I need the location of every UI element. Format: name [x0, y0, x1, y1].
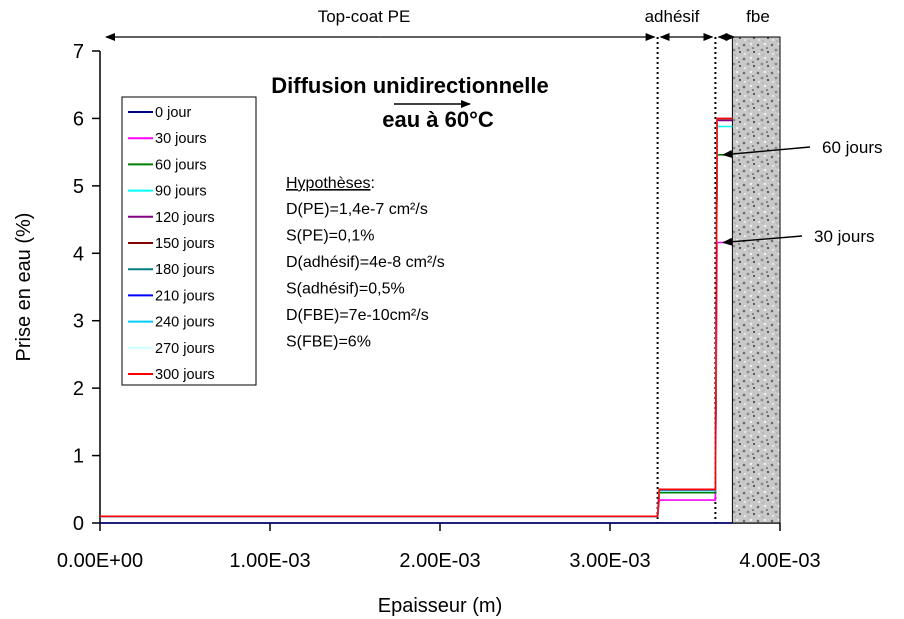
legend-label: 90 jours: [155, 184, 207, 200]
legend-label: 120 jours: [155, 210, 215, 226]
fbe-layer-group: [731, 36, 781, 524]
legend-label: 270 jours: [155, 341, 215, 357]
chart-title-line-1: Diffusion unidirectionnelle: [271, 73, 548, 98]
annotation-arrow: [722, 146, 811, 159]
y-tick-label: 3: [73, 311, 84, 333]
hypotheses-title-text: Hypothèses: [286, 175, 371, 192]
hypotheses-title-colon: :: [371, 175, 375, 192]
x-tick-label: 0.00E+00: [57, 550, 143, 572]
legend-label: 240 jours: [155, 315, 215, 331]
legend-label: 300 jours: [155, 367, 215, 383]
legend-label: 30 jours: [155, 131, 207, 147]
y-tick-label: 1: [73, 446, 84, 468]
y-tick-label: 7: [73, 41, 84, 63]
legend-items: 0 jour 30 jours 60 jours 90 jours 120 jours 1…: [128, 105, 215, 383]
hypothesis-line: S(FBE)=6%: [286, 334, 371, 351]
hypothesis-line: D(adhésif)=4e-8 cm²/s: [286, 254, 445, 271]
region-label: Top-coat PE: [318, 7, 411, 26]
x-tick-label: 4.00E-03: [739, 550, 820, 572]
x-tick-label: 2.00E-03: [399, 550, 480, 572]
y-tick-label: 4: [73, 243, 84, 265]
annotation-label: 30 jours: [814, 227, 874, 246]
annotations-group: 60 jours 30 jours: [722, 138, 882, 246]
legend-label: 60 jours: [155, 157, 207, 173]
legend-label: 180 jours: [155, 262, 215, 278]
fbe-block: [731, 36, 781, 524]
y-tick-label: 2: [73, 378, 84, 400]
chart-title-line-2: eau à 60°C: [382, 107, 494, 132]
x-tick-label: 1.00E-03: [229, 550, 310, 572]
x-tick-label: 3.00E-03: [569, 550, 650, 572]
hypotheses-block: Hypothèses: D(PE)=1,4e-7 cm²/s S(PE)=0,1%…: [286, 175, 445, 351]
axis-ticks-group: 0 1 2 3 4 5 6 7 0.00E+00 1.00E-03 2.00E-03 3.00E-03…: [57, 41, 821, 572]
region-label: fbe: [746, 7, 770, 26]
hypotheses-title: Hypothèses:: [286, 175, 375, 192]
annotation-arrow: [722, 235, 803, 246]
hypothesis-line: S(PE)=0,1%: [286, 228, 374, 245]
annotation-label: 60 jours: [822, 138, 882, 157]
x-axis-label: Epaisseur (m): [378, 595, 502, 617]
hypotheses-lines: D(PE)=1,4e-7 cm²/s S(PE)=0,1% D(adhésif)=4…: [286, 201, 445, 351]
legend-label: 0 jour: [155, 105, 191, 121]
y-tick-label: 0: [73, 513, 84, 535]
series-line: [100, 117, 733, 518]
y-axis-label: Prise en eau (%): [13, 213, 35, 362]
region-label: adhésif: [645, 7, 700, 26]
hypothesis-line: S(adhésif)=0,5%: [286, 281, 405, 298]
legend-label: 210 jours: [155, 288, 215, 304]
y-tick-label: 6: [73, 108, 84, 130]
legend: 0 jour 30 jours 60 jours 90 jours 120 jours 1…: [121, 96, 257, 386]
y-tick-label: 5: [73, 176, 84, 198]
series-group: [100, 117, 733, 524]
hypothesis-line: D(PE)=1,4e-7 cm²/s: [286, 201, 428, 218]
legend-label: 150 jours: [155, 236, 215, 252]
hypothesis-line: D(FBE)=7e-10cm²/s: [286, 307, 429, 324]
legend-box: [121, 96, 257, 386]
